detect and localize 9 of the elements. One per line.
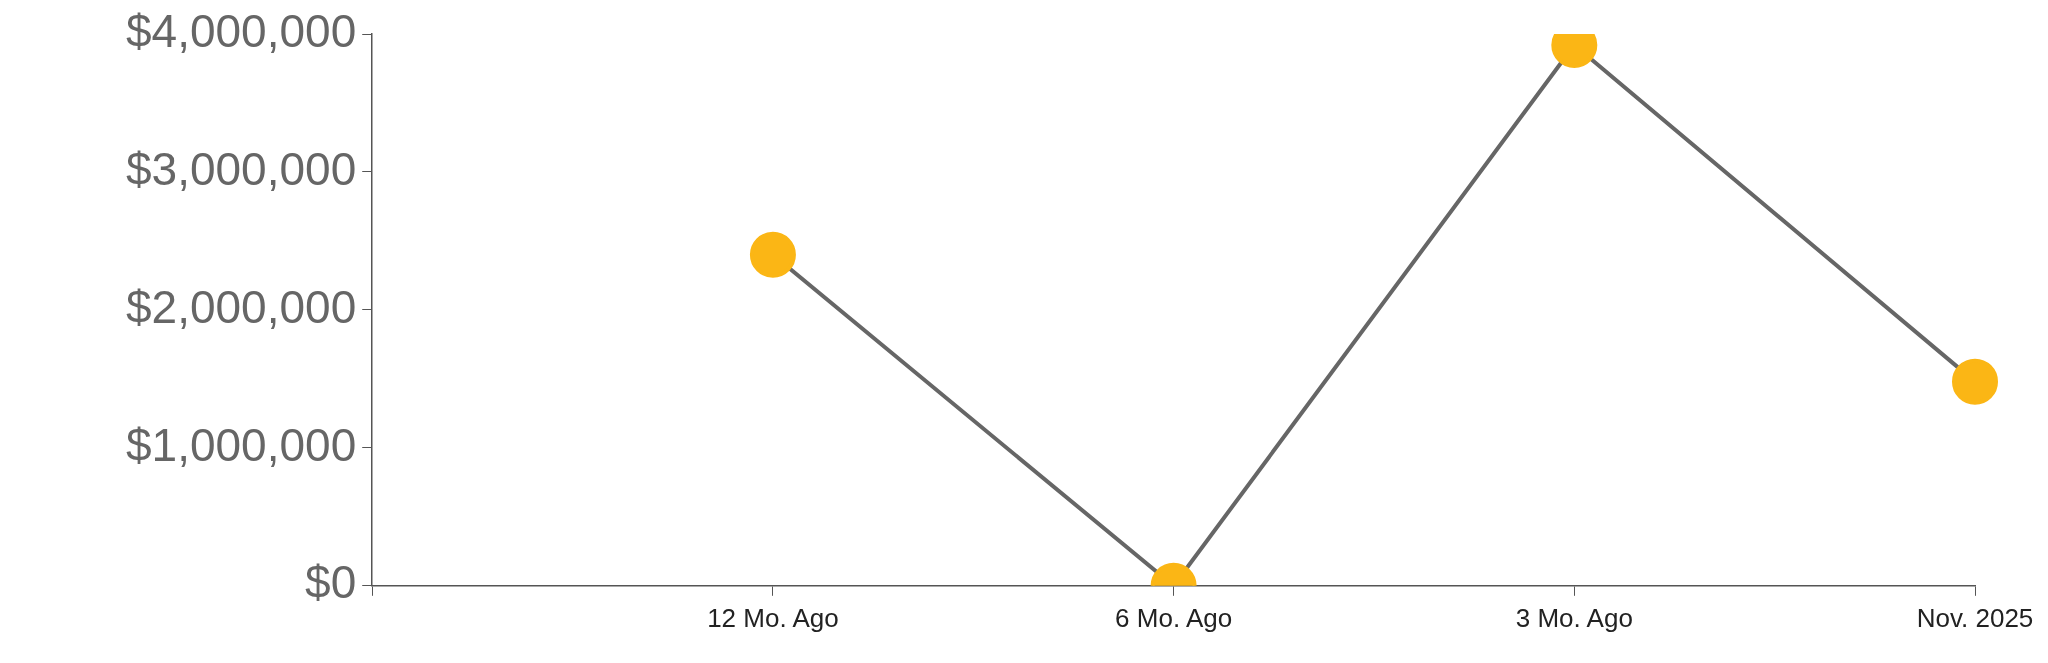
- y-tick-label: $1,000,000: [125, 418, 357, 471]
- x-tick-label: Nov. 2025: [1916, 602, 2034, 633]
- y-tick-label: $2,000,000: [125, 280, 357, 333]
- x-tick-label: 12 Mo. Ago: [707, 602, 839, 633]
- y-tick-label: $4,000,000: [125, 4, 357, 57]
- y-tick-label: $3,000,000: [125, 142, 357, 195]
- x-tick-label: 3 Mo. Ago: [1515, 602, 1633, 633]
- y-tick-label: $0: [305, 556, 357, 609]
- x-tick-label: 6 Mo. Ago: [1115, 602, 1233, 633]
